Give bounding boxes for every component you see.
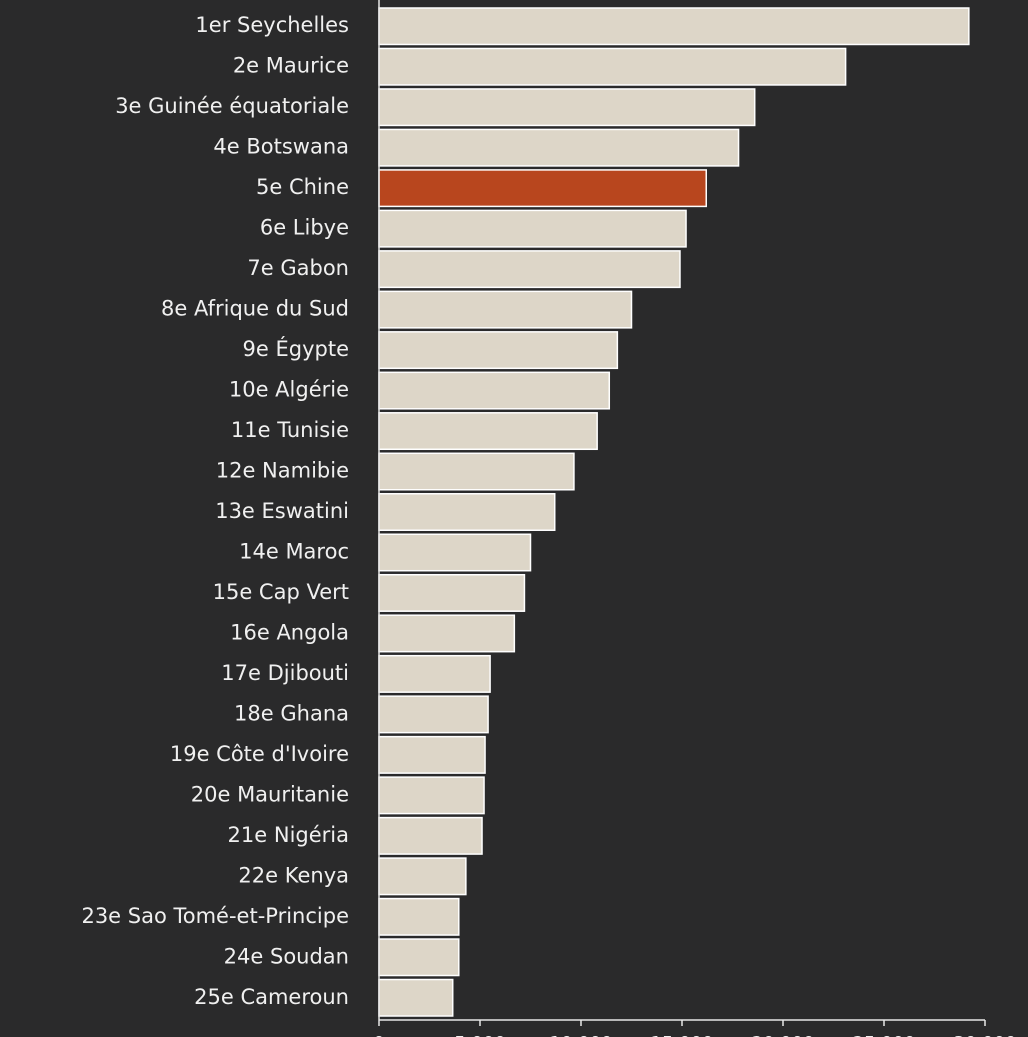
bar (378, 128, 740, 167)
bar (378, 412, 598, 451)
y-tick-label: 9e Égypte (243, 336, 349, 361)
bar (378, 452, 575, 491)
y-tick-label: 8e Afrique du Sud (161, 297, 349, 321)
bar (378, 816, 483, 855)
y-tick-label: 11e Tunisie (231, 418, 349, 442)
y-tick-label: 16e Angola (230, 620, 349, 644)
bar (378, 654, 491, 693)
y-tick-label: 10e Algérie (229, 378, 349, 402)
bar (378, 614, 516, 653)
y-tick-label: 7e Gabon (247, 256, 349, 280)
y-tick-label: 3e Guinée équatoriale (115, 94, 349, 118)
bar (378, 695, 489, 734)
bar (378, 209, 687, 248)
bar (378, 978, 454, 1017)
bar (378, 250, 681, 289)
y-tick-label: 24e Soudan (224, 944, 349, 968)
y-tick-label: 18e Ghana (234, 701, 349, 725)
bar (378, 47, 847, 86)
y-tick-label: 2e Maurice (233, 54, 349, 78)
bar (378, 938, 460, 977)
x-tick-label: 0 (373, 1033, 384, 1037)
bar (378, 290, 633, 329)
bar (378, 7, 970, 46)
bar (378, 493, 556, 531)
bar (378, 371, 611, 410)
y-tick-label: 4e Botswana (213, 135, 349, 159)
y-tick-label: 21e Nigéria (228, 823, 349, 847)
bar (378, 897, 460, 936)
y-tick-label: 1er Seychelles (195, 13, 349, 37)
bar (378, 533, 532, 572)
x-tick-label: 25 000 (853, 1033, 916, 1037)
y-tick-label: 14e Maroc (239, 539, 349, 563)
x-tick-label: 5 000 (454, 1033, 506, 1037)
y-tick-label: 13e Eswatini (215, 499, 349, 523)
y-tick-label: 22e Kenya (238, 863, 349, 887)
y-tick-label: 5e Chine (256, 175, 349, 199)
bar (378, 88, 756, 127)
x-tick-label: 15 000 (651, 1033, 714, 1037)
y-tick-label: 17e Djibouti (221, 661, 349, 685)
y-tick-label: 25e Cameroun (194, 985, 349, 1009)
bar (378, 735, 486, 774)
bar (378, 573, 526, 612)
y-tick-label: 19e Côte d'Ivoire (170, 742, 349, 766)
y-tick-label: 20e Mauritanie (191, 782, 349, 806)
x-tick-label: 30 000 (954, 1033, 1017, 1037)
x-tick-label: 20 000 (752, 1033, 815, 1037)
y-tick-label: 12e Namibie (216, 459, 349, 483)
bar (378, 857, 467, 896)
y-tick-label: 6e Libye (260, 216, 349, 240)
y-tick-label: 23e Sao Tomé-et-Principe (81, 904, 349, 928)
bar (378, 776, 485, 815)
bar (378, 169, 707, 208)
bar (378, 331, 619, 370)
x-tick-label: 10 000 (550, 1033, 613, 1037)
y-tick-label: 15e Cap Vert (213, 580, 349, 604)
